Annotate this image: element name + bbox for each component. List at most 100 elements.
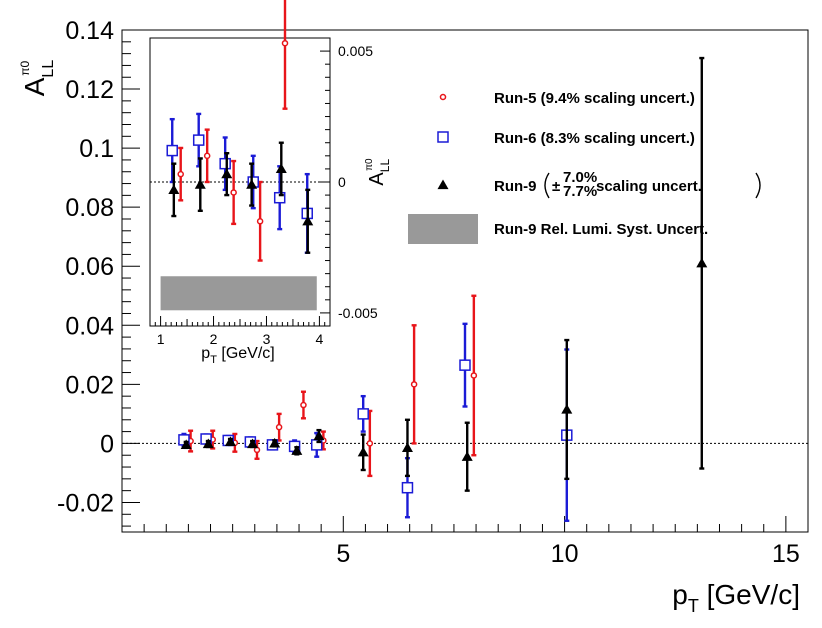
inset-x-title-sub: T	[210, 354, 217, 366]
main-series-2	[180, 56, 708, 492]
legend-band-swatch	[408, 214, 478, 244]
inset-series-0	[177, 0, 289, 262]
y-title-A: A	[19, 77, 50, 96]
main-frame	[121, 29, 809, 533]
inset-data-point	[246, 179, 258, 189]
legend-label: Run-5 (9.4% scaling uncert.)	[494, 90, 695, 107]
legend-open-paren	[544, 172, 550, 199]
main-data-point	[247, 438, 259, 449]
legend-marker	[439, 93, 447, 101]
inset-data-point	[194, 179, 206, 189]
main-y-tick-label: -0.02	[57, 489, 114, 517]
legend-item-run9: Run-9 ±7.0%7.7% scaling uncert.	[437, 169, 761, 200]
inset-data-point	[256, 218, 264, 225]
inset-data-point	[221, 168, 233, 179]
main-data-point	[410, 381, 418, 388]
main-data-point	[357, 446, 369, 457]
inset-plot-area: 1 2 3 4 -0.005 0 0.005 pT [GeV/c] ALLπ0	[149, 0, 392, 366]
legend-marker	[437, 179, 449, 190]
inset-data-point	[168, 184, 180, 194]
y-title-text: ALL π0	[18, 60, 57, 97]
inset-data-point	[302, 215, 314, 226]
main-y-tick-label: 0.12	[65, 76, 114, 104]
legend-pm: ±	[552, 178, 560, 195]
legend-label-prefix: Run-9	[494, 178, 537, 195]
x-title-unit: [GeV/c]	[699, 579, 800, 610]
inset-series-2	[168, 141, 314, 254]
legend-item-run5: Run-5 (9.4% scaling uncert.)	[439, 90, 695, 107]
main-x-tick-label: 10	[551, 540, 579, 568]
y-title-sub: LL	[40, 60, 57, 78]
main-x-tick-label: 15	[772, 540, 800, 568]
main-y-tick-label: 0.02	[65, 371, 114, 399]
legend: Run-5 (9.4% scaling uncert.) Run-6 (8.3% …	[408, 90, 761, 244]
main-data-point	[180, 439, 192, 450]
main-data-point	[313, 430, 325, 441]
main-data-point	[202, 438, 214, 449]
main-x-tick-label: 5	[336, 540, 350, 568]
x-title-p: p	[672, 579, 688, 610]
y-title-sup: π0	[18, 60, 32, 75]
main-y-axis-title: ALL π0	[18, 60, 57, 97]
inset-x-axis-title: pT [GeV/c]	[201, 345, 274, 366]
legend-item-run6: Run-6 (8.3% scaling uncert.)	[437, 130, 695, 147]
legend-label-suffix: scaling uncert.	[596, 178, 702, 195]
main-data-point	[291, 445, 303, 455]
main-data-point	[253, 446, 261, 454]
main-data-point	[696, 257, 708, 268]
main-data-point	[470, 372, 478, 379]
inset-y-title-A: A	[366, 172, 388, 186]
inset-y-axis-title: ALLπ0	[364, 158, 392, 186]
inset-data-point	[273, 191, 286, 204]
legend-label: Run-9 Rel. Lumi. Syst. Uncert.	[494, 221, 708, 238]
main-y-tick-label: 0.1	[79, 135, 114, 163]
inset-y-tick-label: 0.005	[338, 43, 373, 59]
legend-upper: 7.0%	[563, 169, 597, 186]
main-data-point	[269, 437, 281, 448]
main-y-tick-label: 0.04	[65, 312, 114, 340]
main-y-tick-label: 0	[100, 430, 114, 458]
inset-x-tick-label: 1	[157, 331, 165, 347]
inset-x-title-unit: [GeV/c]	[217, 345, 275, 362]
inset-data-point	[177, 170, 184, 178]
main-data-point	[366, 440, 374, 447]
inset-data-point	[281, 39, 289, 47]
inset-y-title-sub: LL	[378, 159, 392, 173]
inset-data-point	[192, 134, 205, 146]
main-x-axis-title: pT [GeV/c]	[672, 579, 800, 616]
inset-data-point	[275, 163, 287, 174]
inset-x-title-p: p	[201, 345, 210, 362]
inset-x-tick-label: 3	[263, 331, 271, 347]
legend-lower: 7.7%	[563, 183, 597, 200]
main-data-point	[561, 403, 573, 414]
legend-item-lumi: Run-9 Rel. Lumi. Syst. Uncert.	[408, 214, 708, 244]
inset-y-title-text: ALLπ0	[364, 158, 392, 186]
main-y-tick-label: 0.14	[65, 17, 114, 45]
x-title-sub: T	[688, 596, 699, 616]
inset-y-tick-label: 0	[338, 174, 346, 190]
main-y-tick-label: 0.08	[65, 194, 114, 222]
main-data-point	[401, 442, 413, 452]
main-data-point	[357, 408, 369, 420]
inset-x-tick-label: 4	[316, 331, 324, 347]
main-data-point	[300, 401, 307, 409]
main-plot-area: 5 10 15-0.0200.020.040.060.080.10.120.14pT…	[18, 17, 809, 616]
legend-marker	[437, 131, 449, 143]
inset-syst-band	[160, 276, 317, 311]
main-data-point	[224, 436, 236, 447]
inset-y-tick-label: -0.005	[338, 305, 378, 321]
inset-y-title-sup: π0	[364, 158, 375, 171]
legend-close-paren	[755, 172, 761, 199]
inset-x-tick-label: 2	[210, 331, 218, 347]
inset-data-point	[219, 157, 231, 170]
main-data-point	[461, 451, 473, 461]
main-data-point	[401, 481, 414, 494]
main-y-tick-label: 0.06	[65, 253, 114, 281]
inset-data-point	[203, 152, 211, 160]
main-series-0	[187, 294, 478, 478]
inset-data-point	[230, 189, 237, 196]
main-data-point	[459, 359, 471, 371]
legend-label: Run-6 (8.3% scaling uncert.)	[494, 130, 695, 147]
inset-data-point	[166, 144, 178, 157]
